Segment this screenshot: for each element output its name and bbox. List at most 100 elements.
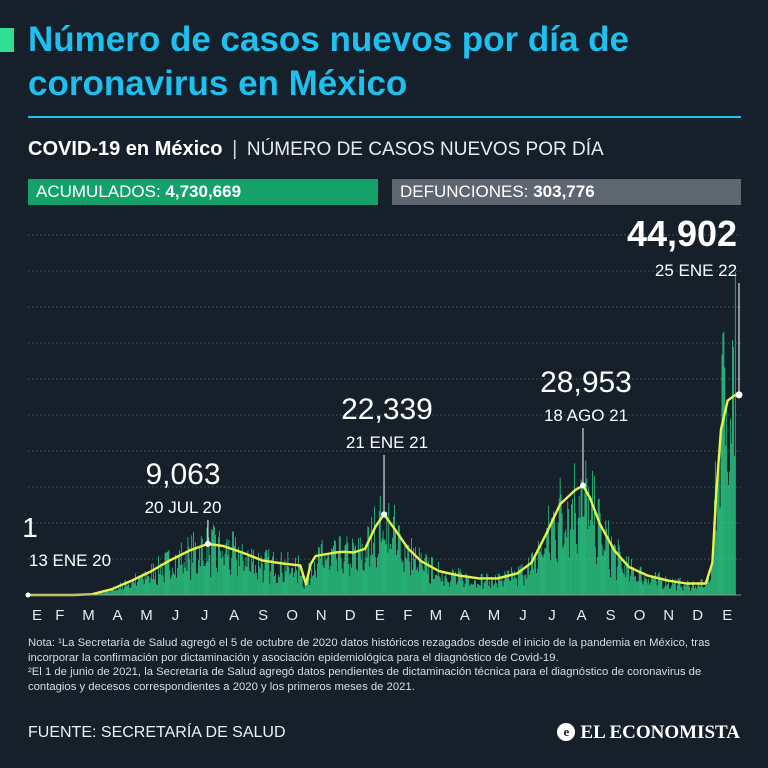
daily-bar: [219, 551, 221, 595]
daily-bar: [455, 584, 457, 595]
daily-bar: [378, 510, 380, 595]
daily-bar: [327, 555, 329, 595]
daily-bar: [475, 580, 476, 595]
annotation-dot: [25, 592, 31, 598]
daily-bar: [509, 580, 511, 595]
daily-bar: [487, 574, 489, 595]
daily-bar: [715, 530, 717, 595]
x-tick-label: J: [519, 607, 527, 624]
daily-bar: [424, 557, 426, 595]
daily-bar: [717, 456, 719, 595]
daily-bar: [542, 557, 544, 595]
x-tick-label: N: [663, 607, 674, 624]
daily-bar: [518, 569, 520, 595]
daily-bar: [423, 571, 425, 595]
daily-bar: [266, 550, 268, 595]
daily-bar: [391, 548, 393, 595]
daily-bar: [539, 551, 541, 595]
annotation-value: 28,953: [540, 366, 632, 399]
daily-bar: [600, 525, 602, 595]
daily-bar: [485, 580, 487, 595]
daily-bar: [175, 554, 176, 595]
daily-bar: [152, 579, 154, 595]
annotation-dot: [204, 540, 211, 547]
daily-bar: [445, 573, 447, 595]
daily-bar: [346, 536, 348, 595]
daily-bar: [625, 577, 627, 595]
daily-bar: [118, 587, 119, 595]
daily-bar: [230, 575, 232, 595]
daily-bar: [359, 537, 361, 595]
daily-bar: [732, 340, 733, 595]
daily-bar: [469, 585, 471, 595]
daily-bar: [194, 547, 195, 595]
daily-bar: [634, 576, 635, 595]
daily-bar: [235, 537, 236, 595]
daily-bar: [158, 555, 159, 595]
daily-bar: [681, 586, 683, 595]
daily-bar: [646, 579, 648, 595]
daily-bar: [130, 587, 132, 595]
daily-bar: [464, 583, 466, 595]
daily-bar: [495, 575, 496, 595]
daily-bar: [523, 585, 525, 595]
daily-bar: [582, 516, 584, 595]
daily-bar: [199, 566, 201, 595]
daily-bar: [705, 579, 707, 595]
x-tick-label: M: [430, 607, 443, 624]
daily-bar: [484, 581, 486, 595]
daily-bar: [540, 545, 542, 595]
daily-bar: [331, 548, 333, 595]
daily-bar: [270, 571, 272, 595]
daily-bar: [606, 528, 608, 595]
daily-bar: [617, 539, 619, 595]
daily-bar: [411, 538, 413, 595]
daily-bar: [687, 580, 689, 595]
daily-bar: [618, 545, 620, 595]
daily-bar: [136, 585, 137, 595]
daily-bar: [382, 530, 384, 595]
daily-bar: [506, 576, 508, 595]
daily-bar: [132, 580, 134, 595]
daily-bar: [661, 577, 663, 595]
daily-bar: [238, 566, 240, 595]
daily-bar: [209, 555, 211, 595]
x-tick-label: D: [692, 607, 703, 624]
daily-bar: [352, 538, 353, 595]
daily-bar: [396, 549, 398, 595]
daily-bar: [431, 557, 433, 595]
daily-bar: [207, 561, 209, 595]
daily-bar: [428, 560, 430, 595]
daily-bar: [317, 547, 319, 595]
daily-bar: [361, 543, 363, 595]
daily-bar: [696, 586, 698, 595]
daily-bar: [342, 573, 344, 595]
daily-bar: [247, 550, 249, 595]
daily-bar: [370, 555, 372, 595]
daily-bar: [335, 541, 336, 595]
daily-bar: [403, 571, 405, 595]
daily-bar: [663, 587, 665, 595]
daily-bar: [689, 586, 690, 595]
daily-bar: [412, 569, 413, 595]
daily-bar: [481, 573, 483, 595]
daily-bar: [351, 567, 353, 595]
daily-bar: [478, 585, 480, 595]
daily-bar: [623, 574, 625, 595]
daily-bar: [158, 573, 160, 595]
daily-bar: [117, 590, 118, 595]
daily-bar: [154, 579, 155, 595]
daily-bar: [181, 564, 183, 595]
daily-bar: [629, 581, 631, 595]
daily-bar: [156, 584, 157, 595]
daily-bar: [258, 566, 260, 595]
daily-bar: [128, 584, 130, 595]
daily-bar: [569, 557, 571, 595]
daily-bar: [576, 553, 578, 595]
daily-bar: [250, 572, 252, 595]
daily-bar: [502, 586, 504, 595]
daily-bar: [510, 580, 512, 595]
daily-bar: [200, 536, 202, 595]
daily-bar: [178, 550, 180, 595]
